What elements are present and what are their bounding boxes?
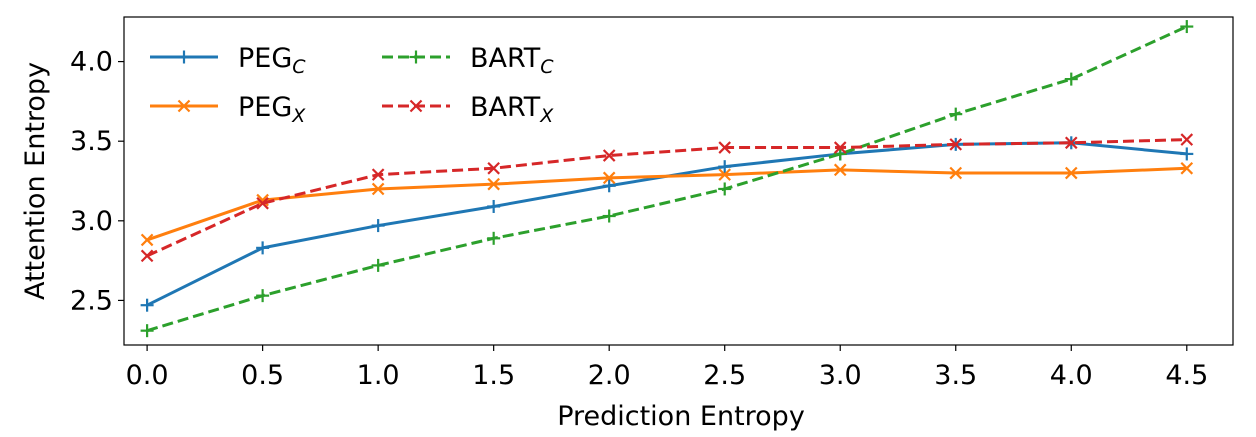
- data-point: [833, 147, 847, 161]
- series-line: [146, 166, 1187, 242]
- series-bart-c: [140, 20, 1194, 338]
- legend-item: PEGC: [150, 43, 306, 78]
- x-axis-label: Prediction Entropy: [557, 401, 805, 432]
- data-point: [833, 141, 847, 154]
- marker-x-b: [602, 171, 616, 185]
- data-point: [949, 138, 963, 151]
- series-bart-x: [140, 133, 1194, 263]
- marker-x-b: [140, 233, 154, 247]
- data-point: [1064, 136, 1078, 150]
- marker-x-b: [949, 166, 963, 180]
- data-point: [1064, 72, 1078, 86]
- x-tick-label: 3.5: [934, 360, 977, 391]
- data-point: [140, 298, 154, 312]
- y-tick-label: 4.0: [70, 47, 113, 78]
- legend-item: PEGX: [150, 92, 306, 127]
- legend-label: BARTC: [470, 43, 554, 78]
- x-tick-label: 1.0: [357, 360, 400, 391]
- marker-x-b: [256, 196, 269, 210]
- marker-x-b: [1064, 136, 1078, 150]
- data-point: [256, 241, 270, 255]
- legend-item: BARTX: [382, 92, 554, 127]
- data-point: [718, 168, 732, 181]
- marker-x-b: [602, 149, 616, 162]
- data-point: [487, 199, 501, 213]
- marker-x-b: [177, 99, 191, 113]
- x-tick-label: 2.0: [588, 360, 631, 391]
- y-tick-label: 3.5: [70, 126, 113, 157]
- series-line: [146, 141, 1187, 307]
- data-point: [371, 182, 385, 196]
- x-tick-label: 4.0: [1050, 360, 1093, 391]
- data-point: [371, 258, 385, 272]
- marker-x-b: [833, 141, 847, 154]
- legend-item: BARTC: [382, 43, 554, 78]
- data-point: [833, 163, 847, 177]
- data-point: [487, 177, 500, 191]
- data-point: [140, 249, 154, 263]
- data-point: [949, 166, 963, 180]
- marker-x-b: [833, 163, 847, 177]
- data-point: [602, 209, 616, 223]
- data-point: [1180, 147, 1194, 161]
- y-tick-label: 2.5: [70, 285, 113, 316]
- x-tick-label: 4.5: [1165, 360, 1208, 391]
- marker-x-b: [1180, 133, 1194, 146]
- data-point: [602, 171, 616, 185]
- y-tick-label: 3.0: [70, 206, 113, 237]
- data-point: [487, 231, 501, 245]
- marker-x-b: [371, 182, 385, 196]
- data-point: [718, 141, 732, 154]
- plot-frame: [123, 16, 1234, 346]
- marker-x-b: [718, 168, 732, 181]
- marker-x-b: [371, 168, 385, 181]
- marker-x-b: [949, 138, 963, 151]
- data-point: [602, 149, 616, 162]
- data-point: [487, 161, 500, 175]
- legend-label: BARTX: [470, 92, 554, 127]
- legend-label: PEGX: [238, 92, 306, 127]
- series-line: [146, 25, 1188, 333]
- data-point: [371, 219, 385, 233]
- data-point: [1064, 166, 1078, 180]
- marker-x-b: [487, 161, 500, 175]
- x-tick-label: 0.0: [126, 360, 169, 391]
- x-tick-label: 1.5: [472, 360, 515, 391]
- marker-x-b: [487, 177, 500, 191]
- x-tick-label: 3.0: [819, 360, 862, 391]
- data-point: [256, 289, 270, 303]
- data-point: [1180, 161, 1194, 175]
- x-tick-label: 2.5: [703, 360, 746, 391]
- y-axis-label: Attention Entropy: [20, 62, 51, 300]
- legend-label: PEGC: [238, 43, 306, 78]
- marker-x-b: [256, 193, 269, 207]
- marker-x-b: [140, 249, 154, 263]
- data-point: [602, 179, 616, 193]
- data-point: [256, 196, 269, 210]
- series-peg-x: [140, 161, 1194, 247]
- data-point: [718, 160, 732, 174]
- marker-x-b: [1064, 166, 1078, 180]
- data-point: [140, 324, 154, 338]
- data-point: [140, 233, 154, 247]
- series-line: [146, 138, 1187, 258]
- series-peg-c: [140, 136, 1194, 312]
- data-point: [371, 168, 385, 181]
- data-point: [1180, 20, 1194, 34]
- marker-x-b: [409, 99, 423, 113]
- data-point: [718, 182, 732, 196]
- marker-x-b: [1180, 161, 1194, 175]
- data-point: [949, 107, 963, 121]
- x-tick-label: 0.5: [241, 360, 284, 391]
- data-point: [1180, 133, 1194, 146]
- marker-x-b: [718, 141, 732, 154]
